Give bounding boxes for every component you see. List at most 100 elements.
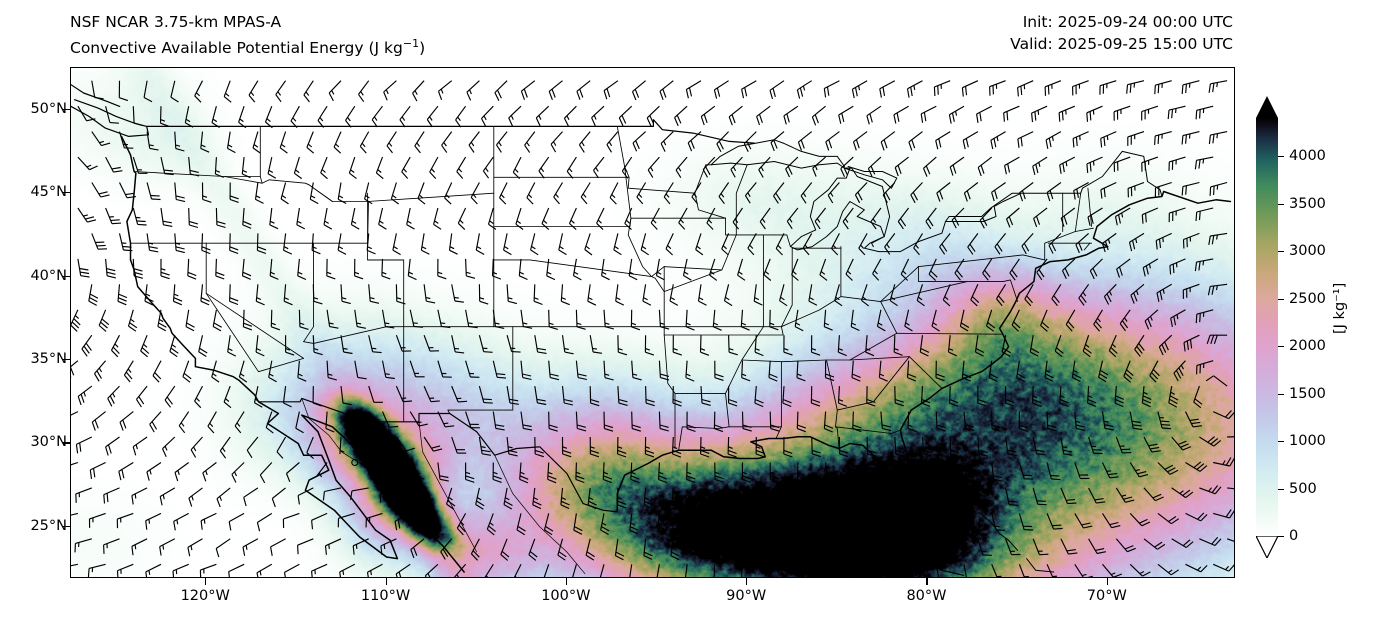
wind-barb xyxy=(71,309,81,332)
wind-barb xyxy=(977,436,988,457)
wind-barb xyxy=(75,487,93,503)
colorbar-tick-label-3500: 3500 xyxy=(1289,195,1326,212)
wind-barb xyxy=(759,207,771,230)
wind-barb xyxy=(644,335,655,356)
wind-barb xyxy=(1074,462,1090,480)
wind-barb xyxy=(506,436,518,457)
wind-barb xyxy=(602,462,613,484)
wind-barb xyxy=(824,360,835,382)
wind-barb xyxy=(976,105,992,123)
model-name: NSF NCAR 3.75-km MPAS-A xyxy=(70,13,282,31)
wind-barb xyxy=(1171,538,1194,548)
wind-barb xyxy=(754,335,764,357)
wind-barb xyxy=(1088,538,1107,555)
wind-barb xyxy=(996,283,1007,307)
wind-barb xyxy=(352,538,369,555)
wind-barb xyxy=(609,182,619,205)
wind-barb xyxy=(737,258,746,281)
wind-barb xyxy=(386,131,397,154)
wind-barb xyxy=(1227,436,1234,438)
wind-barb xyxy=(1040,309,1050,332)
wind-barb xyxy=(110,334,121,358)
wind-barb xyxy=(949,487,961,508)
wind-barb xyxy=(1129,411,1143,431)
wind-barb xyxy=(339,436,345,455)
wind-barb xyxy=(271,487,286,508)
wind-barb xyxy=(524,131,536,153)
x-tick-label-110W: 110°W xyxy=(360,588,411,604)
wind-barb xyxy=(118,131,134,149)
wind-barb xyxy=(629,564,633,577)
geo-line xyxy=(494,454,586,575)
wind-barb xyxy=(253,385,263,408)
geo-line xyxy=(780,247,842,328)
wind-barb xyxy=(747,233,757,256)
wind-barb xyxy=(931,309,940,332)
wind-barb xyxy=(270,538,286,556)
wind-barb xyxy=(116,563,134,577)
wind-barb xyxy=(624,207,633,231)
wind-barb xyxy=(1101,232,1117,253)
wind-barb xyxy=(339,563,356,577)
wind-barb xyxy=(547,462,557,484)
wind-barb xyxy=(320,156,328,180)
wind-barb xyxy=(368,436,378,454)
wind-barb xyxy=(727,436,737,458)
geo-line xyxy=(849,332,1002,361)
wind-barb xyxy=(936,182,951,202)
wind-barb xyxy=(791,258,799,281)
wind-barb xyxy=(1071,360,1082,383)
wind-barb xyxy=(949,386,959,407)
wind-barb xyxy=(723,284,733,307)
wind-barb xyxy=(71,461,79,466)
wind-barb xyxy=(152,360,162,383)
wind-barb xyxy=(91,411,106,431)
wind-barb xyxy=(939,233,951,255)
wind-barb xyxy=(685,360,695,382)
geo-line xyxy=(223,176,263,184)
wind-barb xyxy=(1213,509,1234,519)
wind-barb xyxy=(1048,232,1062,254)
wind-barb xyxy=(1209,181,1228,196)
wind-barb xyxy=(658,411,669,432)
wind-barb xyxy=(354,258,364,280)
wind-barb xyxy=(758,156,771,178)
wind-barb xyxy=(337,182,347,205)
wind-barb xyxy=(340,386,352,406)
wind-barb xyxy=(465,258,476,279)
wind-barb xyxy=(1155,232,1172,250)
wind-barb xyxy=(561,436,572,458)
x-tick-label-70W: 70°W xyxy=(1086,588,1127,604)
wind-barb xyxy=(1226,538,1234,542)
wind-barb xyxy=(796,80,813,99)
wind-barb xyxy=(935,360,945,382)
geo-line xyxy=(627,176,696,194)
wind-barb xyxy=(136,385,148,408)
wind-barb xyxy=(963,564,968,577)
wind-barb xyxy=(866,538,878,559)
wind-barb xyxy=(409,309,423,328)
wind-barb xyxy=(1054,335,1064,358)
colorbar-tick-mark xyxy=(1278,203,1284,205)
wind-barb xyxy=(1003,105,1020,122)
wind-barb xyxy=(465,411,480,429)
wind-barb xyxy=(603,309,615,330)
wind-barb xyxy=(961,360,972,382)
wind-barb xyxy=(311,512,328,530)
geo-line xyxy=(844,167,891,248)
wind-barb xyxy=(508,105,522,127)
wind-barb xyxy=(1171,436,1192,451)
wind-barb xyxy=(173,512,189,531)
wind-barb xyxy=(643,487,653,509)
wind-barb xyxy=(977,487,990,507)
wind-barb xyxy=(132,156,148,174)
wind-barb xyxy=(837,335,847,357)
wind-barb xyxy=(700,386,711,406)
wind-barb xyxy=(921,487,934,508)
geo-line xyxy=(71,99,150,138)
wind-barb xyxy=(368,284,380,304)
geo-line xyxy=(205,242,305,359)
wind-barb xyxy=(935,411,946,432)
wind-barb xyxy=(506,284,518,305)
wind-barb xyxy=(879,80,896,98)
